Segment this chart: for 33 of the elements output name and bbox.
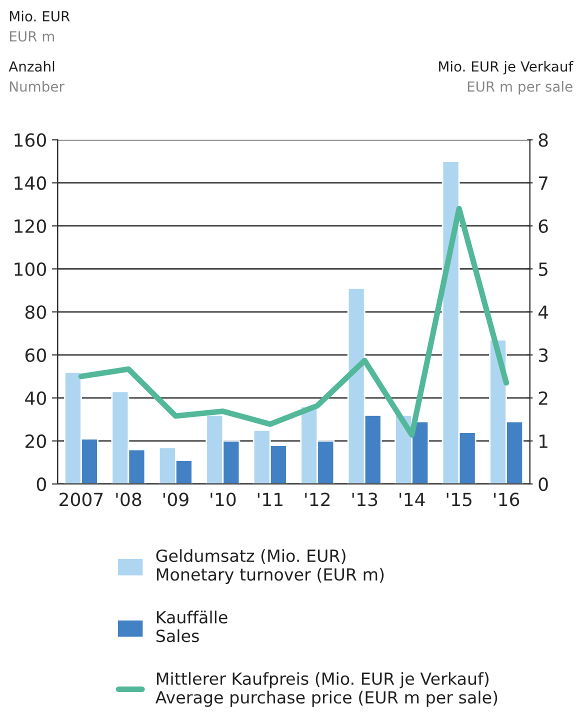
x-tick-label: '14: [400, 492, 425, 506]
x-tick-label: '09: [163, 492, 188, 506]
y-tick-label: 60: [25, 348, 46, 362]
legend-label: Kauffälle Sales: [156, 610, 228, 642]
legend-label: Mittlerer Kaufpreis (Mio. EUR je Verkauf) Average purchase price (EUR m per sale): [155, 672, 498, 707]
y-tick-label: 20: [26, 434, 46, 448]
y2-axis-title: Mio. EUR je Verkauf EUR m per sale: [439, 60, 574, 94]
x-tick-label: 2007: [60, 492, 103, 506]
y2-tick-label: 7: [539, 176, 548, 190]
y2-tick-label: 8: [538, 133, 548, 147]
x-tick-label: '11: [258, 492, 282, 506]
y2-tick-label: 4: [538, 306, 548, 319]
y2-tick-label: 0: [538, 477, 548, 492]
y-tick-label: 100: [14, 262, 46, 276]
x-tick-label: '08: [116, 492, 142, 506]
y-tick-label: 80: [25, 305, 46, 320]
x-tick-label: '16: [494, 492, 520, 506]
legend-label: Geldumsatz (Mio. EUR) Monetary turnover (EUR m): [156, 549, 384, 584]
y2-tick-label: 3: [538, 348, 548, 362]
x-tick-label: '15: [446, 492, 472, 506]
y-tick-label: 0: [36, 477, 46, 492]
x-tick-label: '13: [352, 492, 378, 506]
x-tick-label: '12: [305, 492, 330, 506]
y2-tick-label: 1: [540, 434, 548, 448]
y2-tick-label: 6: [538, 219, 548, 233]
y-tick-label: 140: [14, 176, 46, 190]
y2-tick-label: 2: [538, 391, 548, 405]
x-tick-label: '10: [210, 492, 236, 506]
y-tick-label: 160: [14, 133, 46, 147]
y-tick-label: 120: [14, 219, 46, 233]
y2-tick-label: 5: [538, 262, 548, 276]
y-tick-label: 40: [25, 391, 46, 406]
text: Mio. EUR EUR m Anzahl Number: [8, 10, 70, 92]
